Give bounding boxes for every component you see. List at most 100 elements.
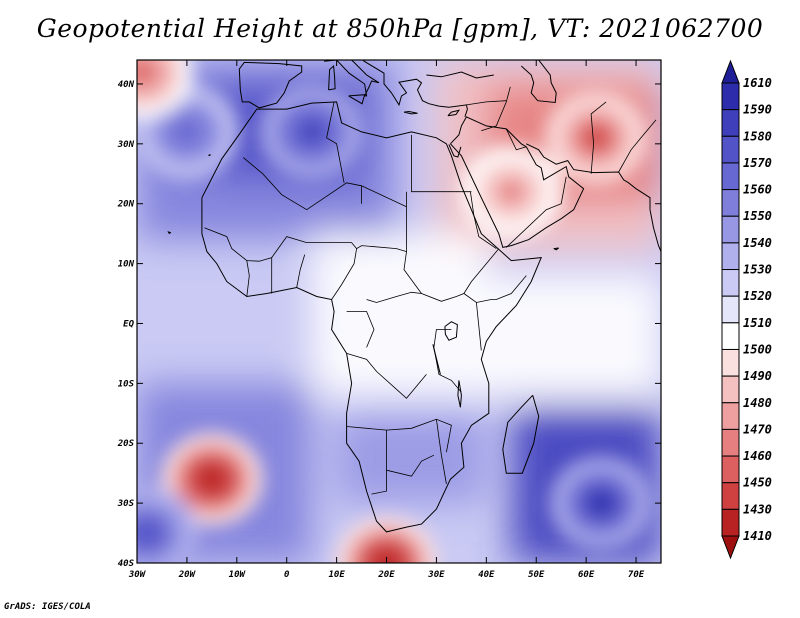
colorbar-label: 1590 bbox=[743, 103, 772, 117]
lon-tick-label: 20E bbox=[377, 570, 395, 580]
colorbar-label: 1520 bbox=[743, 289, 772, 303]
coastline bbox=[167, 231, 172, 235]
political-border bbox=[506, 176, 567, 248]
political-border bbox=[476, 302, 482, 351]
colorbar-swatch bbox=[721, 242, 740, 271]
colorbar-label: 1560 bbox=[743, 183, 772, 197]
coastline bbox=[208, 154, 211, 157]
coastline bbox=[526, 143, 651, 210]
coastline bbox=[403, 110, 418, 115]
colorbar-label: 1610 bbox=[743, 76, 772, 90]
political-border bbox=[386, 454, 435, 477]
colorbar-label: 1510 bbox=[743, 316, 772, 330]
field-feature bbox=[583, 126, 609, 150]
political-border bbox=[590, 101, 607, 174]
lat-tick-label: 30N bbox=[117, 140, 135, 150]
field-feature bbox=[298, 120, 325, 144]
colorbar-label: 1430 bbox=[743, 502, 772, 516]
geopotential-field bbox=[137, 60, 661, 563]
political-border bbox=[436, 419, 447, 485]
political-border bbox=[243, 157, 407, 262]
field-feature bbox=[137, 60, 155, 84]
colorbar-swatch bbox=[721, 348, 740, 377]
political-border bbox=[346, 418, 452, 453]
lat-tick-label: 30S bbox=[117, 499, 135, 509]
colorbar-swatch bbox=[721, 135, 740, 164]
colorbar-label: 1450 bbox=[743, 476, 772, 490]
lon-tick-label: 50E bbox=[528, 570, 545, 580]
coastline bbox=[520, 60, 557, 104]
field-feature bbox=[588, 491, 614, 515]
colorbar-swatch bbox=[721, 162, 740, 191]
map-axes: 30W 20W 10W 0 10E 20E 30E 40E 50E 60E 70E 40N 30N 20N… bbox=[117, 60, 661, 580]
field-feature bbox=[498, 180, 525, 204]
colorbar-label: 1540 bbox=[743, 236, 772, 250]
political-border bbox=[463, 248, 500, 294]
coastline bbox=[649, 209, 661, 253]
political-border bbox=[296, 254, 306, 288]
colorbar-label: 1470 bbox=[743, 422, 772, 436]
political-border bbox=[204, 227, 250, 297]
map-frame bbox=[136, 59, 662, 564]
colorbar-swatch bbox=[721, 402, 740, 430]
lat-tick-label: 40S bbox=[118, 559, 135, 569]
field-feature bbox=[137, 521, 160, 545]
political-border bbox=[618, 119, 657, 173]
political-border bbox=[371, 430, 387, 495]
grads-credit: GrADS: IGES/COLA bbox=[4, 602, 91, 612]
colorbar-swatch bbox=[721, 189, 740, 217]
political-border bbox=[481, 86, 511, 132]
field-region bbox=[486, 275, 661, 396]
colorbar-bottom-arrow bbox=[721, 535, 740, 560]
lon-tick-label: 30W bbox=[128, 570, 147, 580]
colorbar-swatch bbox=[721, 428, 740, 457]
lon-tick-label: 20W bbox=[178, 570, 197, 580]
colorbar-swatch bbox=[721, 295, 740, 324]
colorbar-label: 1460 bbox=[743, 449, 772, 463]
coastline bbox=[448, 144, 462, 158]
political-border bbox=[346, 311, 375, 348]
coastline bbox=[444, 321, 458, 341]
field-feature bbox=[174, 120, 200, 144]
chart-title: Geopotential Height at 850hPa [gpm], VT:… bbox=[36, 14, 764, 43]
colorbar-swatch bbox=[721, 269, 740, 297]
colorbar-swatch bbox=[721, 82, 740, 111]
colorbar-label: 1490 bbox=[743, 369, 772, 383]
political-border bbox=[433, 329, 462, 393]
political-border bbox=[366, 291, 422, 303]
lon-tick-label: 40E bbox=[478, 570, 495, 580]
lon-tick-label: 10W bbox=[229, 570, 247, 580]
coastline bbox=[450, 116, 585, 248]
political-border bbox=[411, 134, 472, 193]
coastline bbox=[553, 247, 559, 251]
colorbar-top-arrow bbox=[721, 59, 740, 84]
lat-tick-label: 20N bbox=[117, 200, 135, 210]
colorbar-swatch bbox=[721, 482, 740, 510]
colorbar-label: 1580 bbox=[743, 129, 772, 143]
political-border bbox=[326, 101, 345, 183]
field-region bbox=[311, 233, 487, 396]
political-border bbox=[331, 248, 357, 300]
coastline bbox=[362, 60, 468, 118]
lon-tick-label: 10E bbox=[328, 570, 345, 580]
coastline bbox=[457, 380, 462, 408]
lon-tick-label: 70E bbox=[628, 570, 645, 580]
colorbar-label: 1480 bbox=[743, 396, 772, 410]
colorbar: 1610 1590 1580 1570 1560 1550 1540 1530 1520 1510… bbox=[721, 59, 772, 560]
coastline bbox=[348, 94, 366, 105]
colorbar-swatch bbox=[721, 375, 740, 404]
colorbar-label: 1530 bbox=[743, 263, 772, 277]
colorbar-swatch bbox=[721, 322, 740, 350]
lat-tick-label: 20S bbox=[117, 439, 135, 449]
colorbar-label: 1500 bbox=[743, 342, 772, 356]
coastline bbox=[324, 60, 380, 97]
political-border bbox=[505, 128, 527, 151]
coastline bbox=[502, 394, 540, 474]
lat-tick-label: EQ bbox=[123, 319, 134, 329]
coastline bbox=[426, 71, 494, 79]
colorbar-label: 1570 bbox=[743, 156, 772, 170]
colorbar-swatch bbox=[721, 109, 740, 137]
field-region bbox=[336, 413, 487, 504]
coastline bbox=[201, 101, 542, 533]
